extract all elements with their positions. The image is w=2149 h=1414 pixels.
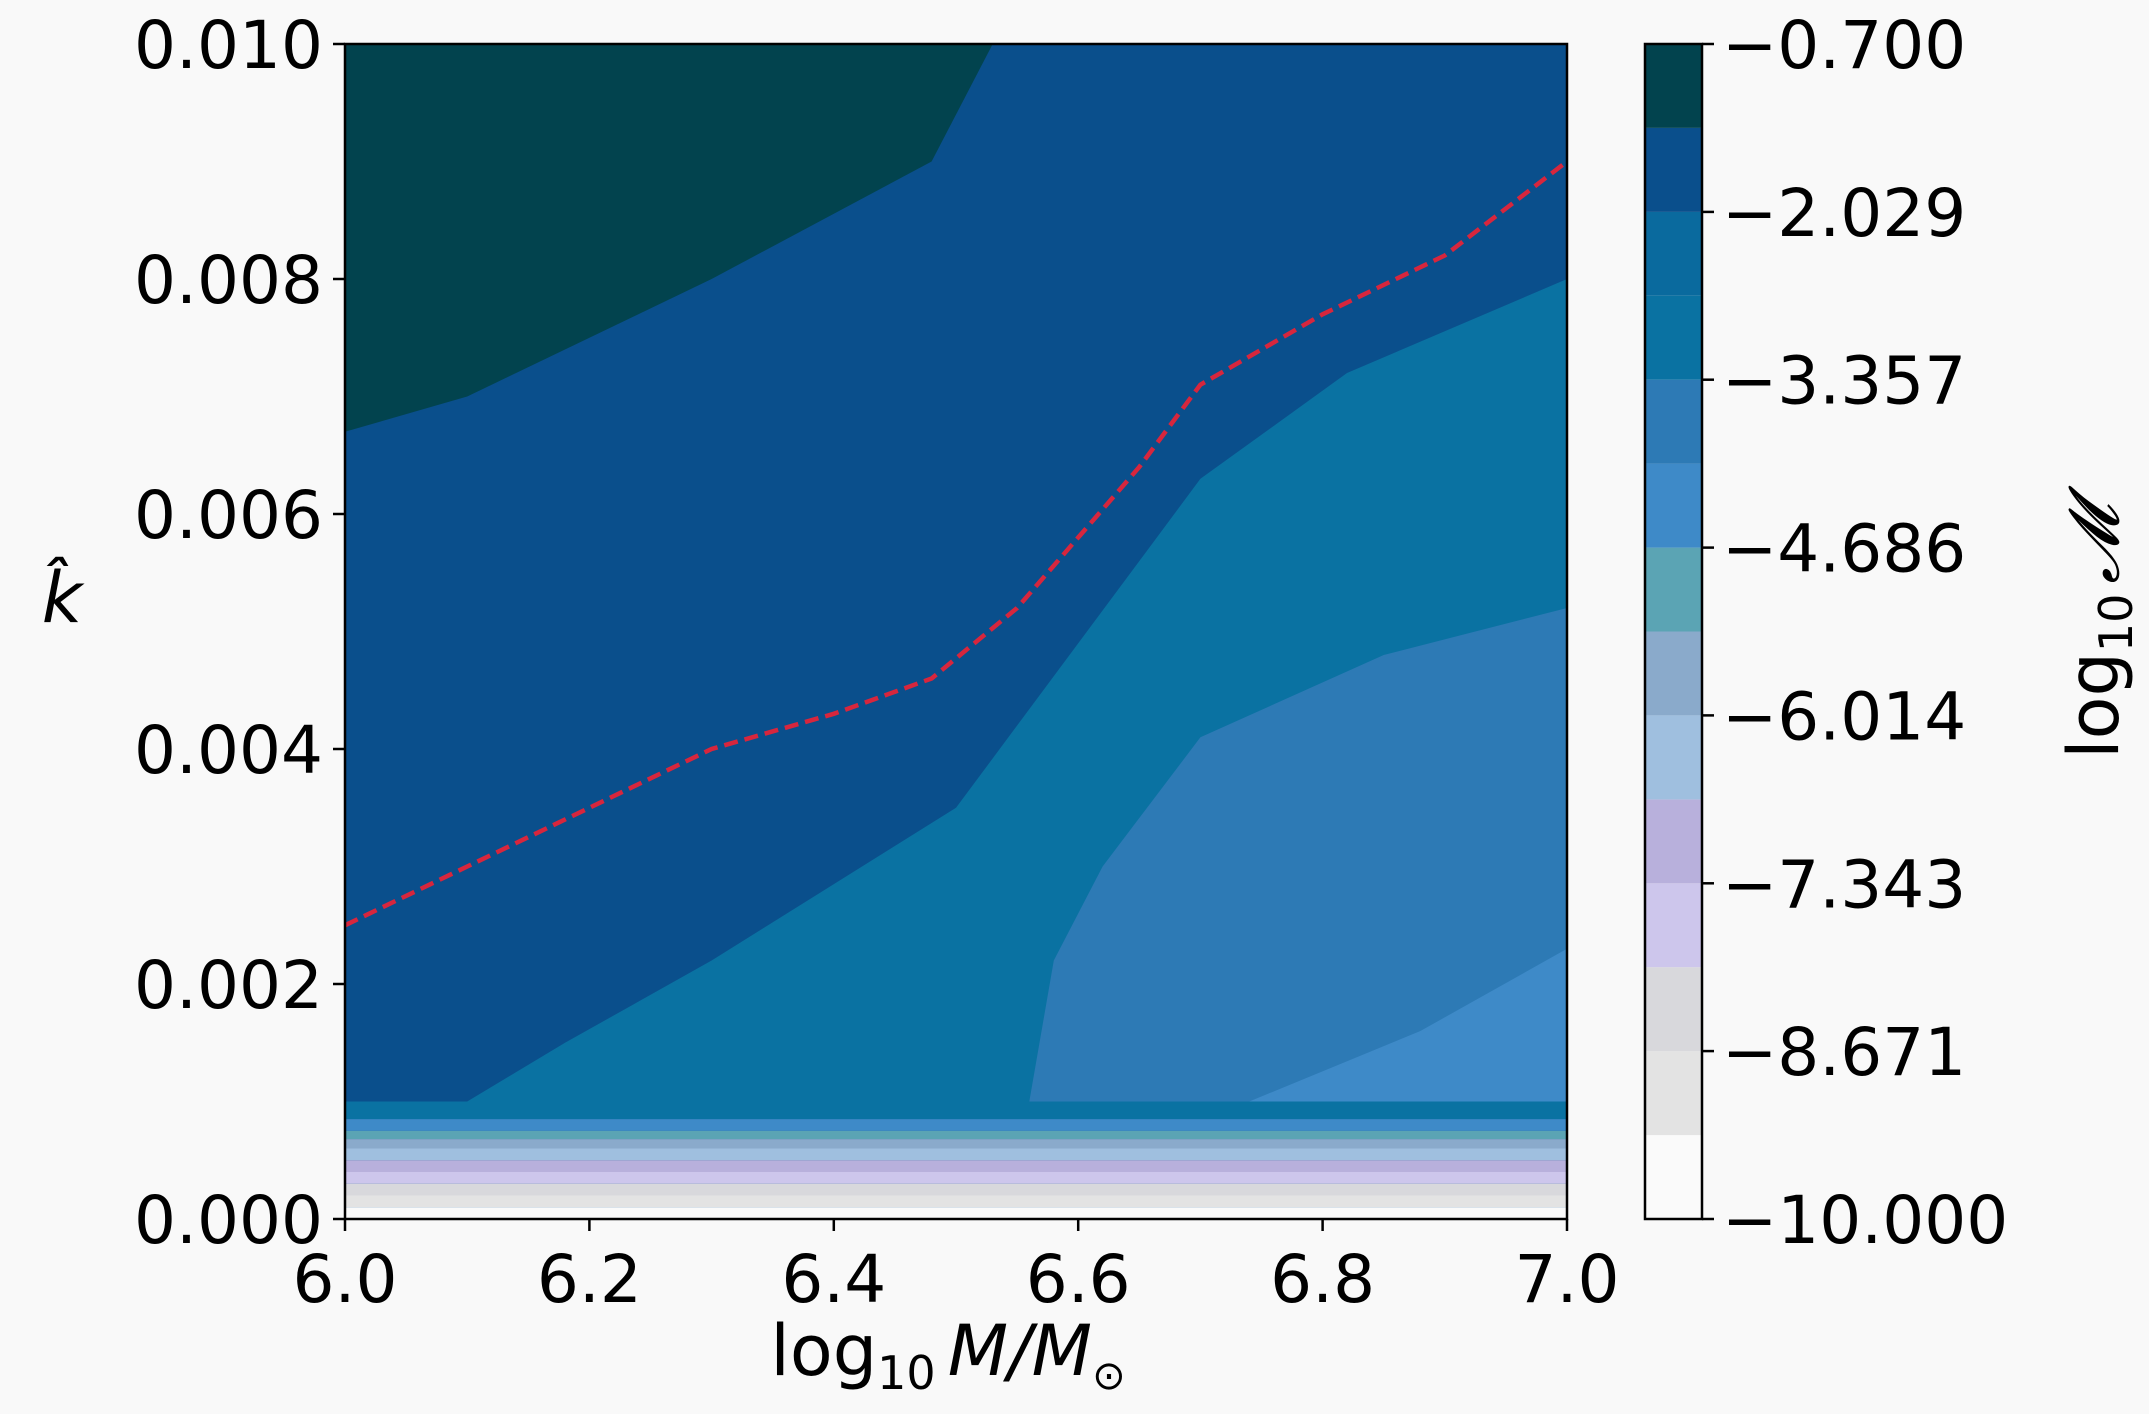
colorbar-frame <box>1643 42 1704 1221</box>
colorbar-swatch <box>1645 295 1702 380</box>
contour-band-1 <box>345 1119 1567 1131</box>
colorbar-swatch <box>1645 1135 1702 1219</box>
colorbar-swatch <box>1645 715 1702 800</box>
colorbar-ticks: −10.000 −8.671 −7.343 −6.014 −4.686 −3.357 −2.… <box>1702 7 2008 1259</box>
colorbar-tick-label: −6.014 <box>1722 678 1966 755</box>
contour-band-7 <box>345 1183 1567 1196</box>
contour-band-4 <box>345 1148 1567 1161</box>
colorbar-swatch <box>1645 211 1702 296</box>
colorbar-tick-label: −3.357 <box>1722 343 1966 420</box>
contour-region-0 <box>345 44 993 432</box>
x-tick-label: 6.8 <box>1270 1241 1375 1318</box>
contour-region-2 <box>1029 608 1567 1102</box>
x-axis-label: log10 M/M⊙ <box>770 1310 1125 1400</box>
y-tick-label: 0.002 <box>134 947 323 1024</box>
colorbar-tick-label: −8.671 <box>1722 1014 1966 1091</box>
x-tick-label: 6.2 <box>537 1241 642 1318</box>
x-axis: 6.0 6.2 6.4 6.6 6.8 7.0 <box>293 1219 1620 1318</box>
contour-region-3 <box>1249 948 1567 1102</box>
contour-band-5 <box>345 1160 1567 1172</box>
x-tick-label: 7.0 <box>1515 1241 1620 1318</box>
colorbar-swatch <box>1645 967 1702 1052</box>
colorbar-tick-label: −2.029 <box>1722 175 1966 252</box>
colorbar-swatch <box>1645 379 1702 464</box>
x-tick-label: 6.6 <box>1026 1241 1131 1318</box>
colorbar-swatch <box>1645 883 1702 968</box>
dashed-threshold-line <box>345 159 1567 928</box>
y-tick-label: 0.004 <box>134 712 323 789</box>
contour-band-2 <box>345 1130 1567 1140</box>
colorbar-swatch <box>1645 1051 1702 1136</box>
colorbar-tick-label: −0.700 <box>1722 7 1966 84</box>
colorbar-swatch <box>1645 44 1702 128</box>
y-tick-label: 0.006 <box>134 477 323 554</box>
y-tick-label: 0.000 <box>134 1182 323 1259</box>
colorbar-swatch <box>1645 547 1702 632</box>
plot-area <box>345 44 1567 1219</box>
contour-band-8 <box>345 1195 1567 1208</box>
colorbar-swatch <box>1645 463 1702 548</box>
contour-band-9 <box>345 1207 1567 1219</box>
colorbar-swatch <box>1645 631 1702 716</box>
y-axis-label: k̂ <box>42 557 85 639</box>
colorbar <box>1645 44 1702 1219</box>
x-tick-label: 6.4 <box>781 1241 886 1318</box>
contour-band-6 <box>345 1172 1567 1184</box>
y-tick-label: 0.010 <box>134 7 323 84</box>
contour-band-0 <box>345 1101 1567 1120</box>
plot-frame <box>343 42 1569 1221</box>
x-tick-label: 6.0 <box>293 1241 398 1318</box>
colorbar-tick-label: −4.686 <box>1722 511 1966 588</box>
colorbar-tick-label: −10.000 <box>1722 1182 2008 1259</box>
y-tick-label: 0.008 <box>134 242 323 319</box>
y-axis: 0.000 0.002 0.004 0.006 0.008 0.010 <box>134 7 345 1259</box>
colorbar-swatch <box>1645 799 1702 884</box>
colorbar-tick-label: −7.343 <box>1722 846 1966 923</box>
contour-band-3 <box>345 1139 1567 1149</box>
colorbar-swatch <box>1645 127 1702 212</box>
